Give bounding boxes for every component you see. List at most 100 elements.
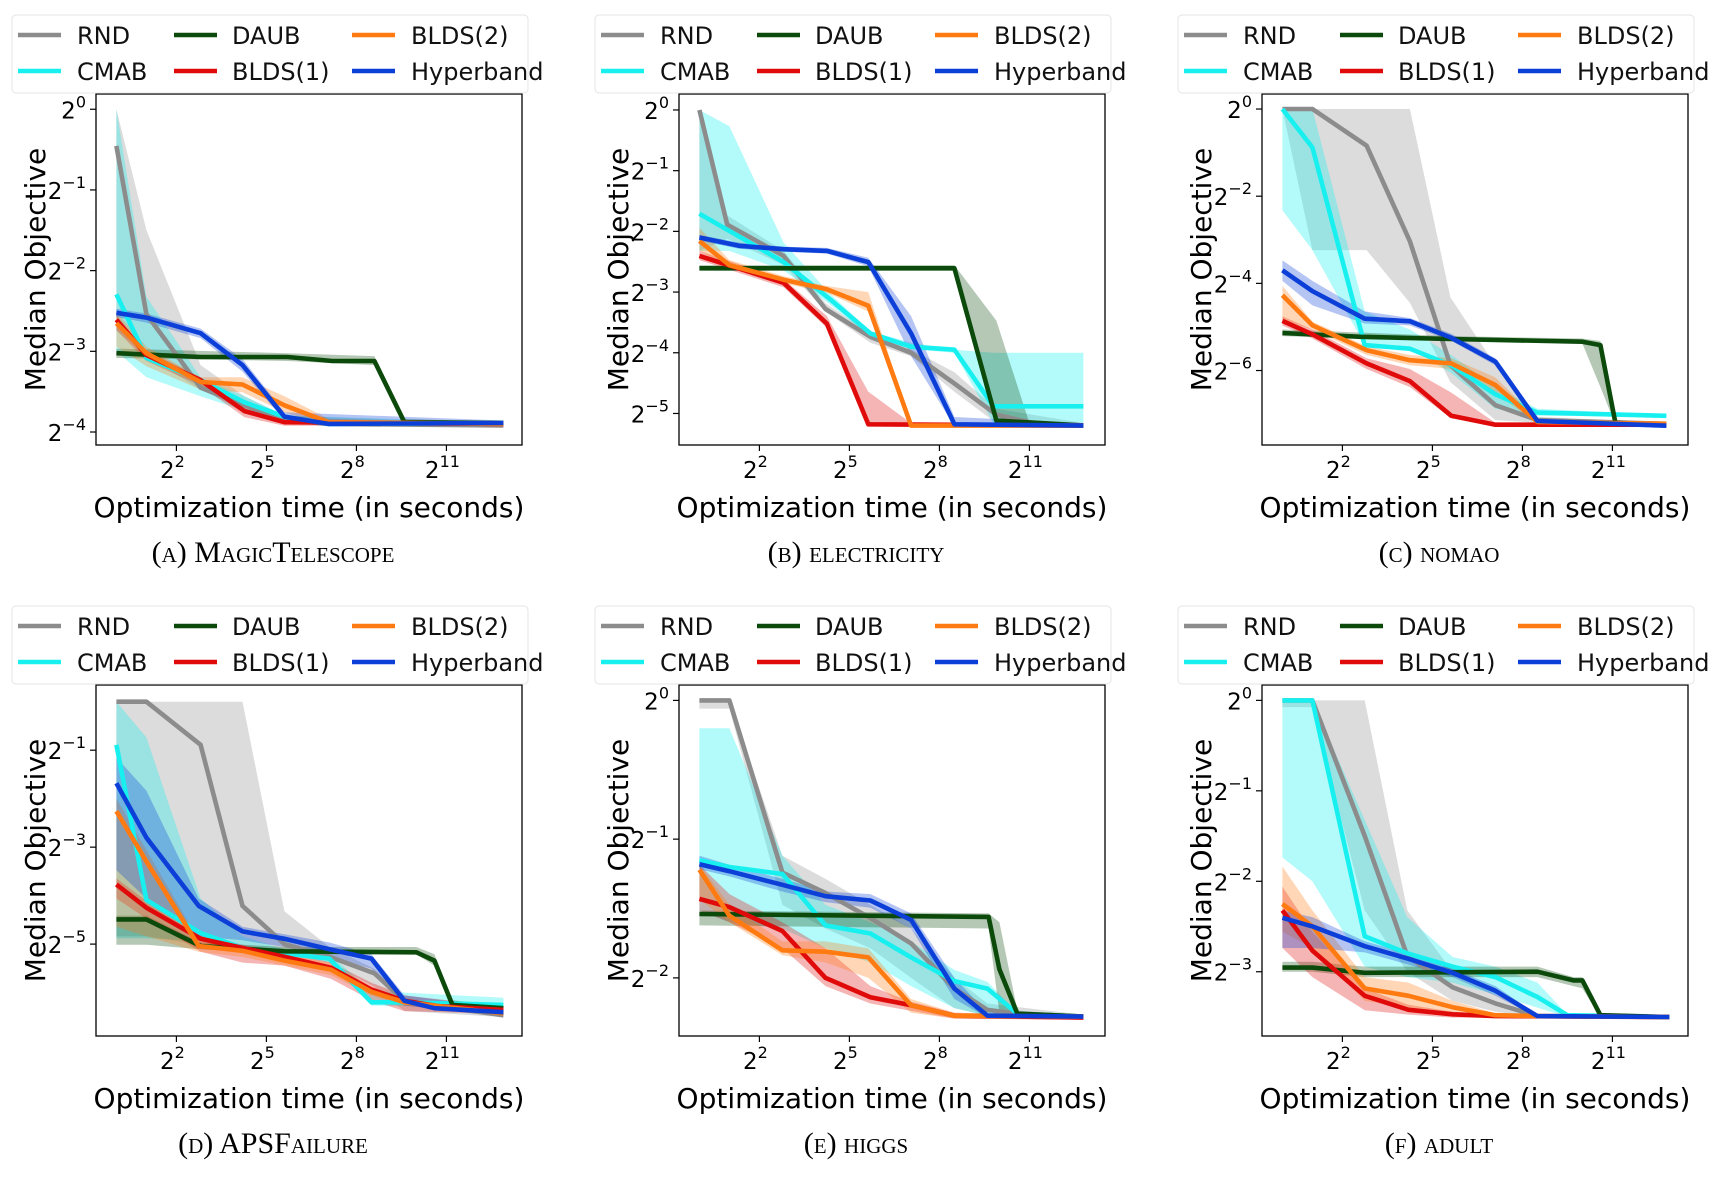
y-tick-label: 2−3 <box>631 275 669 307</box>
tick-exponent: −1 <box>645 822 669 841</box>
axes-frame <box>678 684 1106 1037</box>
tick-exponent: 11 <box>440 1043 460 1062</box>
legend-label-blds2: BLDS(2) <box>1577 22 1675 50</box>
tick-base: 2 <box>160 458 175 484</box>
tick-exponent: −1 <box>62 733 86 752</box>
axes-frame <box>95 93 523 446</box>
tick-exponent: −3 <box>62 334 86 353</box>
y-tick-label: 2−1 <box>631 154 669 186</box>
legend-frame <box>11 605 529 685</box>
y-tick-label: 20 <box>644 93 669 125</box>
tick-base: 2 <box>1227 689 1242 715</box>
tick-base: 2 <box>48 739 63 765</box>
x-tick-label: 28 <box>340 1043 365 1075</box>
tick-base: 2 <box>48 836 63 862</box>
y-tick-label: 2−6 <box>1214 354 1252 386</box>
tick-exponent: 8 <box>1521 452 1531 471</box>
legend-label-blds2: BLDS(2) <box>994 613 1092 641</box>
tick-base: 2 <box>743 458 758 484</box>
x-tick-label: 211 <box>1591 1043 1626 1075</box>
tick-base: 2 <box>160 1049 175 1075</box>
series-line-blds1 <box>1281 318 1667 428</box>
tick-base: 2 <box>1416 458 1431 484</box>
band-rnd <box>1282 109 1667 425</box>
y-tick-label: 20 <box>644 683 669 715</box>
legend-label-daub: DAUB <box>232 22 301 50</box>
tick-base: 2 <box>48 421 63 447</box>
subfigure-caption: (c) nomao <box>1379 536 1500 569</box>
x-tick-label: 28 <box>923 1043 948 1075</box>
tick-base: 2 <box>250 1049 265 1075</box>
series-line-blds2 <box>697 868 1084 1019</box>
legend-label-blds2: BLDS(2) <box>411 613 509 641</box>
legend-label-rnd: RND <box>77 613 130 641</box>
tick-exponent: 0 <box>1242 683 1252 702</box>
band-cmab <box>1282 700 1670 1018</box>
tick-exponent: 0 <box>659 93 669 112</box>
y-tick-label: 20 <box>61 92 86 124</box>
tick-exponent: 11 <box>1023 452 1043 471</box>
plot-area <box>697 109 1084 428</box>
tick-base: 2 <box>1008 458 1023 484</box>
x-tick-label: 28 <box>1506 1043 1531 1075</box>
tick-base: 2 <box>631 281 646 307</box>
series-line-hyperband <box>698 862 1084 1019</box>
tick-base: 2 <box>1591 458 1606 484</box>
legend-label-rnd: RND <box>660 22 713 50</box>
series-line-daub <box>1282 965 1670 1020</box>
axes-frame <box>1261 684 1689 1037</box>
tick-base: 2 <box>833 458 848 484</box>
y-tick-label: 2−5 <box>631 396 669 428</box>
tick-base: 2 <box>631 402 646 428</box>
x-tick-label: 211 <box>1591 452 1626 484</box>
tick-base: 2 <box>340 1049 355 1075</box>
tick-exponent: 5 <box>848 452 858 471</box>
series-line-rnd <box>699 698 1084 1019</box>
tick-exponent: 11 <box>1606 452 1626 471</box>
y-tick-label: 2−2 <box>1214 864 1252 896</box>
legend-label-blds1: BLDS(1) <box>815 649 913 677</box>
y-tick-label: 2−4 <box>48 415 86 447</box>
series-line-blds2 <box>697 239 1084 428</box>
series-line-hyperband <box>1281 268 1667 428</box>
tick-base: 2 <box>1506 1049 1521 1075</box>
legend-label-daub: DAUB <box>232 613 301 641</box>
x-tick-label: 25 <box>1416 452 1441 484</box>
tick-base: 2 <box>48 179 63 205</box>
y-tick-label: 2−1 <box>48 733 86 765</box>
band-blds1 <box>699 864 1084 1020</box>
x-tick-label: 28 <box>1506 452 1531 484</box>
legend-label-daub: DAUB <box>815 613 884 641</box>
tick-exponent: −5 <box>645 396 669 415</box>
y-axis-label: Median Objective <box>602 148 635 392</box>
series-line-cmab <box>1282 698 1670 1020</box>
tick-base: 2 <box>631 828 646 854</box>
legend: RND CMAB DAUB BLDS(1) BLDS(2) Hyperband <box>11 14 544 94</box>
tick-base: 2 <box>48 933 63 959</box>
series-line-hyperband <box>114 782 504 1015</box>
series-line-hyperband <box>116 310 504 427</box>
tick-base: 2 <box>644 99 659 125</box>
tick-exponent: 5 <box>265 452 275 471</box>
tick-exponent: 2 <box>758 1043 768 1062</box>
series-line-cmab <box>698 857 1084 1019</box>
tick-exponent: −4 <box>1228 266 1252 285</box>
tick-exponent: −2 <box>645 961 669 980</box>
tick-base: 2 <box>1506 458 1521 484</box>
tick-exponent: 8 <box>938 452 948 471</box>
legend-label-blds1: BLDS(1) <box>1398 58 1496 86</box>
tick-exponent: −3 <box>1228 955 1252 974</box>
y-axis-label: Median Objective <box>1185 148 1218 392</box>
y-tick-label: 20 <box>1227 683 1252 715</box>
legend-label-cmab: CMAB <box>1243 649 1313 677</box>
tick-base: 2 <box>923 458 938 484</box>
tick-exponent: 2 <box>175 452 185 471</box>
x-tick-label: 211 <box>1008 1043 1043 1075</box>
axes-frame <box>678 93 1106 446</box>
tick-base: 2 <box>340 458 355 484</box>
